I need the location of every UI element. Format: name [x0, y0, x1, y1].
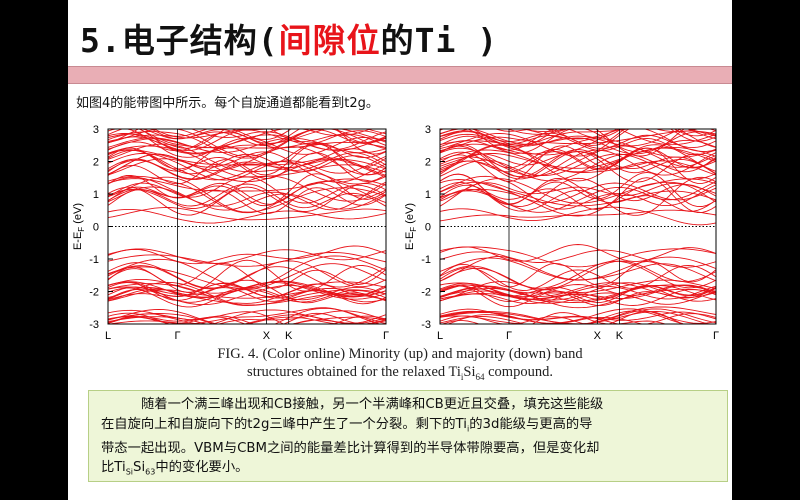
y-tick-label: -1 — [421, 254, 431, 266]
band-lines — [108, 129, 386, 324]
title-prefix: 5.电子结构( — [80, 21, 279, 60]
note-line-1: 随着一个满三峰出现和CB接触，另一个半满峰和CB更近且交叠，填充这些能级 — [141, 397, 604, 412]
band-plot-minority: 3 2 1 0 -1 -2 -3 L Γ X K Γ E-EF (eV) — [72, 124, 389, 342]
x-tick-label: K — [285, 330, 293, 342]
caption-line-1: FIG. 4. (Color online) Minority (up) and… — [217, 346, 583, 362]
x-tick-label: K — [616, 330, 624, 342]
x-tick-label: L — [105, 330, 111, 342]
y-tick-label: 1 — [93, 189, 99, 201]
explanation-note: 随着一个满三峰出现和CB接触，另一个半满峰和CB更近且交叠，填充这些能级 在自旋… — [88, 390, 728, 482]
note-line-3: 带态一起出现。VBM与CBM之间的能量差比计算得到的半导体带隙要高，但是变化却 — [101, 440, 600, 456]
header-band — [68, 66, 732, 84]
title-suffix: 的Ti ) — [380, 21, 499, 60]
y-tick-label: 3 — [425, 124, 431, 136]
y-tick-label: 1 — [425, 189, 431, 201]
x-tick-label: Γ — [174, 330, 180, 342]
x-tick-label: L — [437, 330, 443, 342]
y-tick-label: 0 — [425, 222, 431, 234]
y-axis-label: E-EF (eV) — [72, 203, 86, 250]
note-line-2: 在自旋向上和自旋向下的t2g三峰中产生了一个分裂。剩下的Tii的3d能级与更高的… — [101, 416, 593, 434]
note-line-4: 比TiSiSi63中的变化要小。 — [101, 460, 249, 477]
y-tick-label: -2 — [89, 287, 99, 299]
y-tick-label: 0 — [93, 222, 99, 234]
x-tick-label: X — [594, 330, 602, 342]
y-tick-label: 3 — [93, 124, 99, 136]
y-axis-label: E-EF (eV) — [404, 203, 418, 250]
x-tick-label: Γ — [713, 330, 719, 342]
x-tick-label: Γ — [383, 330, 389, 342]
x-tick-label: X — [263, 330, 271, 342]
figure-caption: FIG. 4. (Color online) Minority (up) and… — [68, 345, 732, 386]
caption-line-2: structures obtained for the relaxed TiiS… — [247, 364, 553, 382]
band-lines — [440, 129, 716, 324]
slide-title: 5.电子结构(间隙位的Ti ) — [80, 14, 498, 62]
x-tick-label: Γ — [506, 330, 512, 342]
y-tick-label: -2 — [421, 287, 431, 299]
y-tick-label: -3 — [89, 319, 99, 331]
y-tick-label: 2 — [93, 157, 99, 169]
y-tick-label: -1 — [89, 254, 99, 266]
band-structure-figure: 3 2 1 0 -1 -2 -3 L Γ X K Γ E-EF (eV) 3 2 1 0 -1 -2 -3 L Γ X K Γ… — [72, 124, 719, 342]
y-tick-label: 2 — [425, 157, 431, 169]
intro-text: 如图4的能带图中所示。每个自旋通道都能看到t2g。 — [76, 96, 379, 111]
slide: 5.电子结构(间隙位的Ti ) 如图4的能带图中所示。每个自旋通道都能看到t2g… — [68, 0, 732, 500]
band-plot-majority: 3 2 1 0 -1 -2 -3 L Γ X K Γ E-EF (eV) — [404, 124, 719, 342]
y-tick-label: -3 — [421, 319, 431, 331]
title-highlight: 间隙位 — [278, 21, 381, 60]
